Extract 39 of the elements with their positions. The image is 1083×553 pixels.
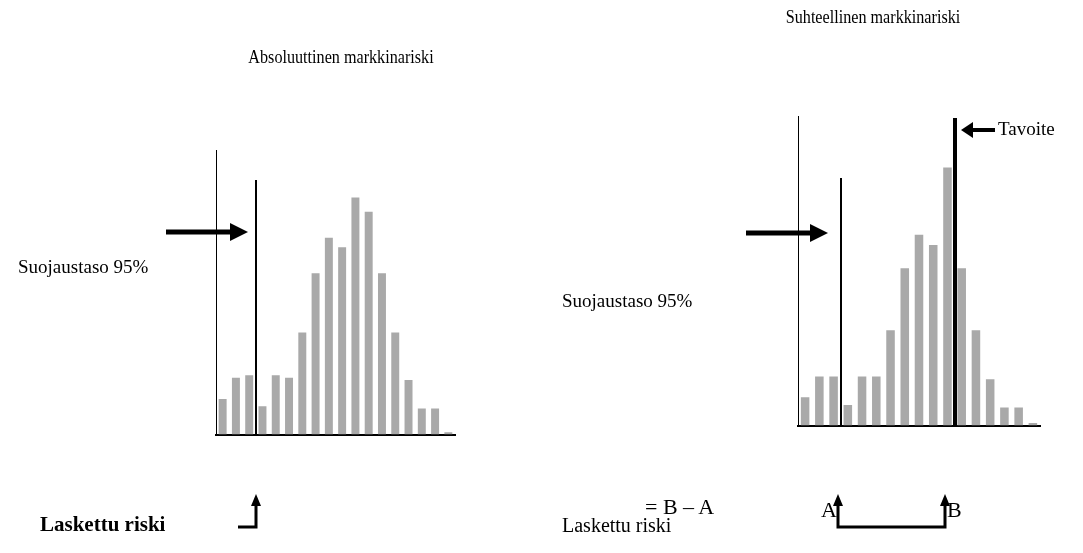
bar [1000, 407, 1009, 426]
chart-title: Suhteellinen markkinariski [784, 6, 962, 28]
bar [245, 375, 254, 435]
bar [928, 245, 938, 426]
bar [815, 376, 824, 426]
bar [351, 197, 360, 435]
bar [800, 397, 810, 426]
bar [324, 237, 333, 435]
bar [258, 406, 267, 435]
bar [900, 268, 910, 426]
bar [985, 379, 995, 426]
bar [1014, 407, 1023, 426]
bar [857, 376, 867, 426]
bar [872, 376, 881, 426]
bar [311, 273, 320, 435]
bar [298, 332, 307, 435]
bar [431, 408, 440, 435]
text: Tavoite [998, 118, 1055, 140]
bar [829, 376, 838, 426]
bar [417, 408, 426, 435]
bar [364, 211, 373, 435]
bar [391, 332, 400, 435]
bar [338, 247, 347, 435]
chart-title: Absoluuttinen markkinariski [247, 46, 435, 68]
text: Laskettu riski [40, 512, 166, 537]
bar [404, 380, 413, 435]
bar [914, 234, 924, 426]
text: B [947, 497, 962, 523]
bar [971, 330, 981, 426]
text: Suojaustaso 95% [562, 290, 693, 312]
bar [231, 377, 240, 435]
text: Suojaustaso 95% [18, 256, 149, 278]
bar [886, 330, 895, 426]
text: A [821, 497, 837, 523]
bar [285, 377, 294, 435]
bar [218, 399, 227, 435]
bar [377, 273, 386, 435]
bar [271, 375, 280, 435]
bar [843, 404, 853, 426]
